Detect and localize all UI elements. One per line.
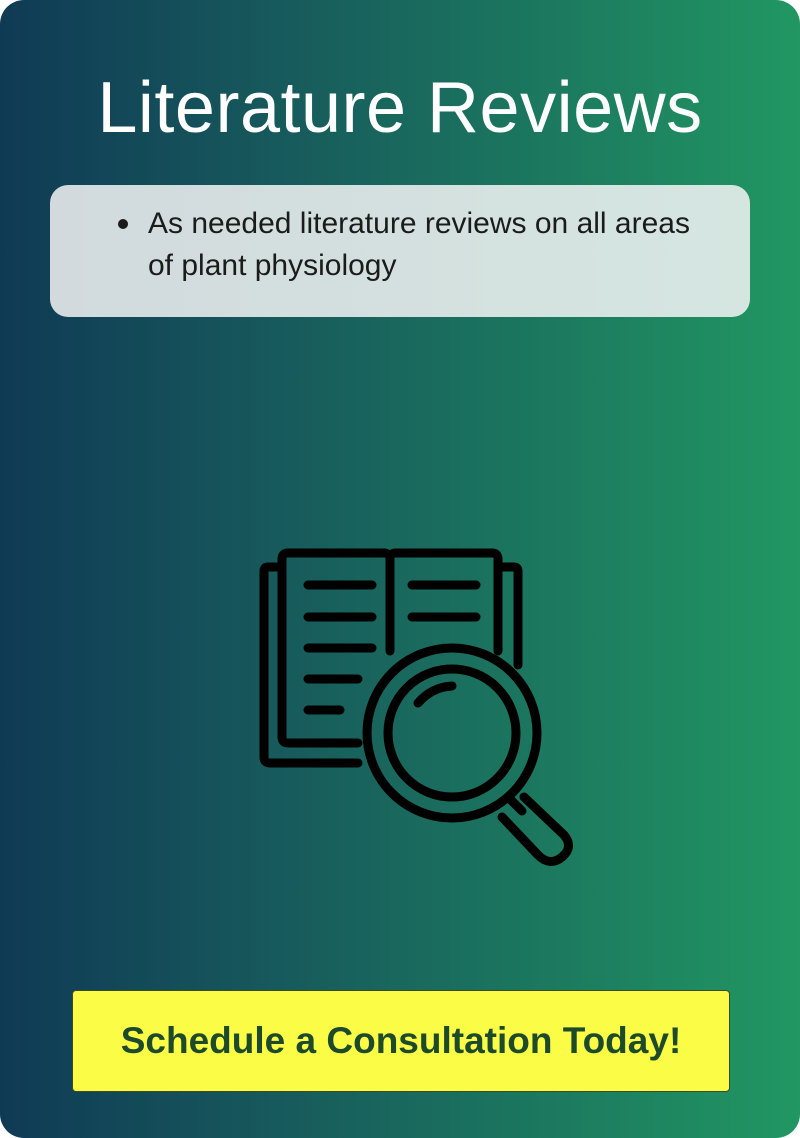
card-title: Literature Reviews [97,68,703,148]
book-left-page-icon [277,548,363,748]
magnifier-glare-icon [413,681,457,708]
book-right-page-icon [385,548,503,656]
bullet-item: As needed literature reviews on all area… [118,203,710,287]
magnifier-outer-icon [362,643,542,823]
bullet-dot-icon [118,219,128,229]
schedule-consultation-button[interactable]: Schedule a Consultation Today! [72,990,730,1092]
book-back-cover-icon [259,562,363,768]
book-left-page-top-icon [283,548,395,656]
bullet-text: As needed literature reviews on all area… [148,207,690,282]
info-box: As needed literature reviews on all area… [50,185,750,317]
book-magnifier-icon [259,548,573,866]
bullet-list: As needed literature reviews on all area… [118,203,710,287]
magnifier-lens-icon [383,664,521,802]
book-back-cover-right-icon [497,562,523,670]
magnifier-neck-icon [503,792,527,816]
magnifier-handle-icon [497,792,573,866]
